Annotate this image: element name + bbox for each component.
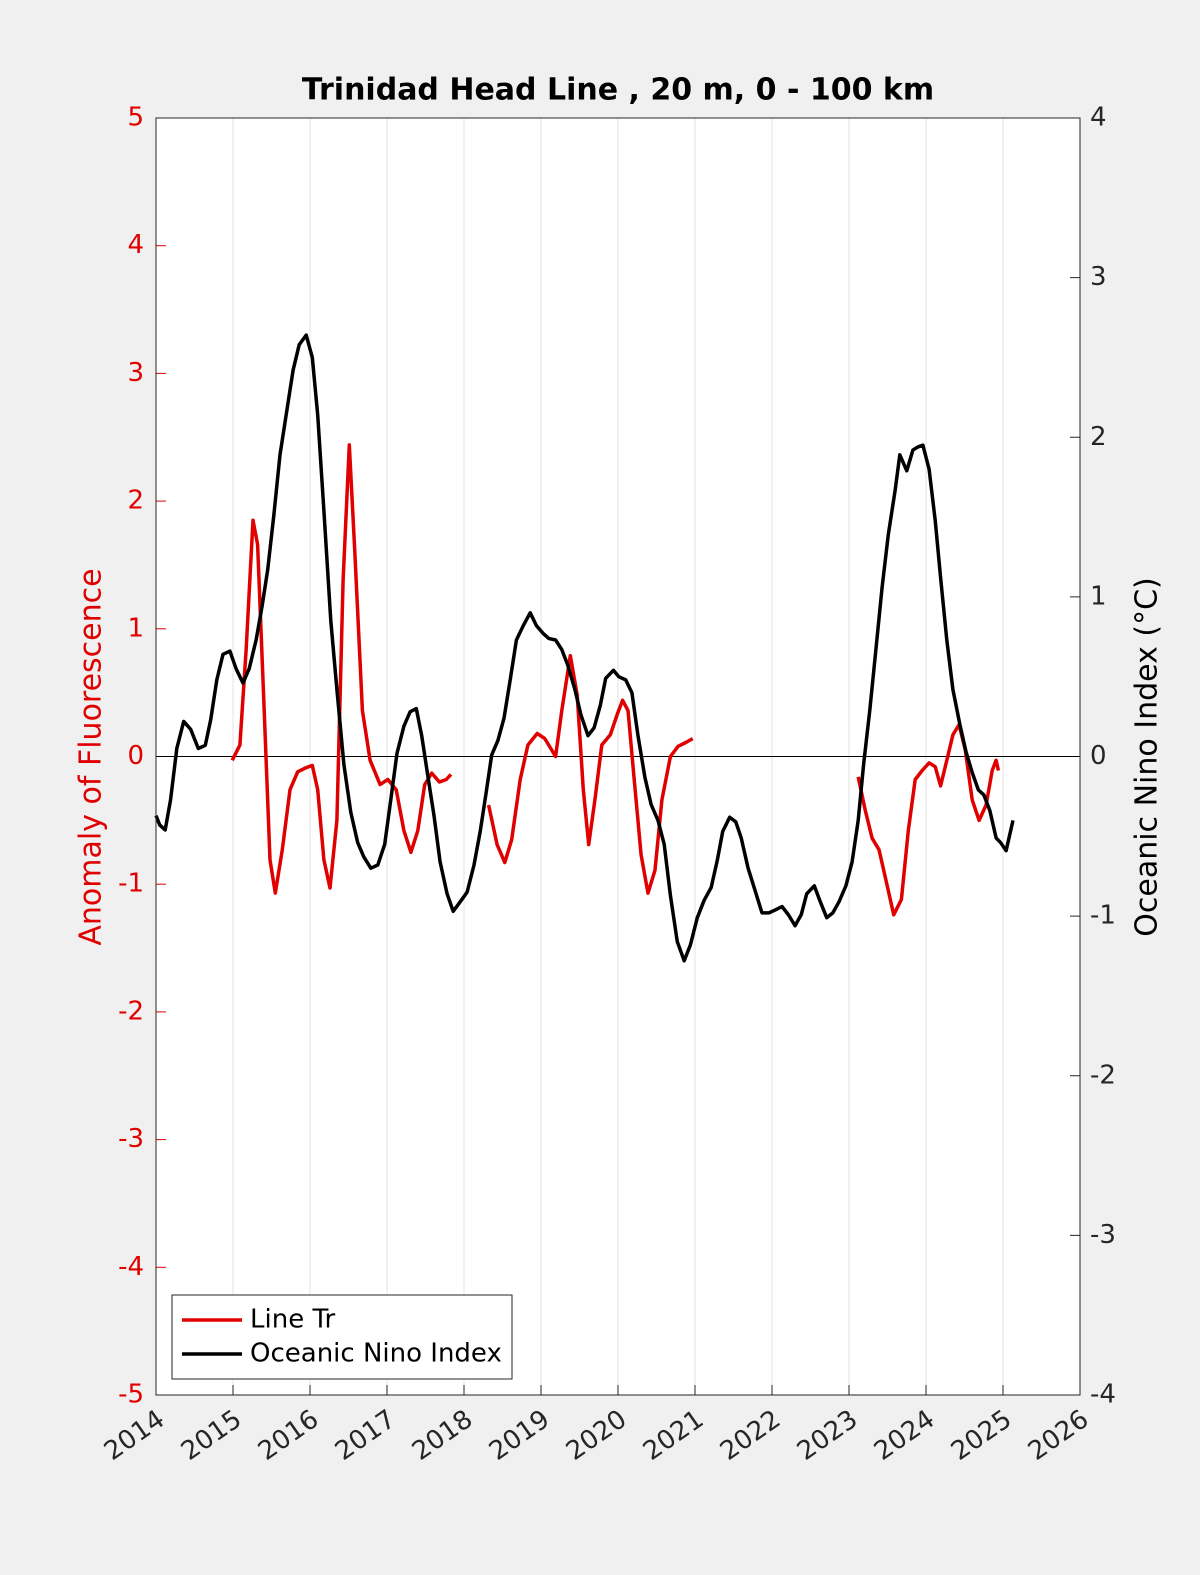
y2-axis-label: Oceanic Nino Index (°C) [1130, 577, 1165, 937]
y2-tick-label: 2 [1090, 422, 1107, 452]
x-tick-label: 2016 [253, 1404, 324, 1467]
y2-tick-label: -1 [1090, 901, 1116, 931]
y-tick-label: 3 [127, 358, 144, 388]
series-line [230, 443, 1001, 917]
y2-tick-label: 0 [1090, 741, 1107, 771]
y2-tick-label: 1 [1090, 581, 1107, 611]
y-tick-label: -2 [118, 996, 144, 1026]
legend-label: Line Tr [250, 1305, 336, 1335]
series-line [154, 333, 1015, 963]
y-tick-label: -3 [118, 1124, 144, 1154]
y-tick-label: 0 [127, 741, 144, 771]
y-tick-label: -5 [118, 1380, 144, 1410]
y-tick-label: 5 [127, 103, 144, 133]
x-tick-label: 2015 [176, 1404, 247, 1467]
x-tick-label: 2019 [484, 1404, 555, 1467]
x-tick-label: 2017 [330, 1404, 401, 1467]
y-tick-label: 2 [127, 486, 144, 516]
y-axis-label: Anomaly of Fluorescence [74, 568, 109, 945]
y-tick-label: 4 [127, 230, 144, 260]
legend-label: Oceanic Nino Index [250, 1339, 502, 1369]
y2-tick-label: 3 [1090, 262, 1107, 292]
x-tick-label: 2021 [638, 1404, 709, 1467]
y2-tick-label: -2 [1090, 1060, 1116, 1090]
x-tick-label: 2026 [1023, 1404, 1094, 1467]
y-tick-label: -1 [118, 869, 144, 899]
y2-tick-label: -4 [1090, 1380, 1116, 1410]
y-tick-label: -4 [118, 1252, 144, 1282]
legend-box [171, 1294, 513, 1380]
x-tick-label: 2024 [869, 1404, 940, 1467]
y2-tick-label: -3 [1090, 1220, 1116, 1250]
x-tick-label: 2020 [561, 1404, 632, 1467]
x-tick-label: 2014 [99, 1404, 170, 1467]
x-tick-label: 2022 [715, 1404, 786, 1467]
y-tick-label: 1 [127, 613, 144, 643]
x-tick-label: 2018 [407, 1404, 478, 1467]
y2-tick-label: 4 [1090, 103, 1107, 133]
x-tick-label: 2025 [946, 1404, 1017, 1467]
x-tick-label: 2023 [792, 1404, 863, 1467]
chart-title: Trinidad Head Line , 20 m, 0 - 100 km [302, 73, 934, 108]
axes-box [155, 117, 1081, 1396]
